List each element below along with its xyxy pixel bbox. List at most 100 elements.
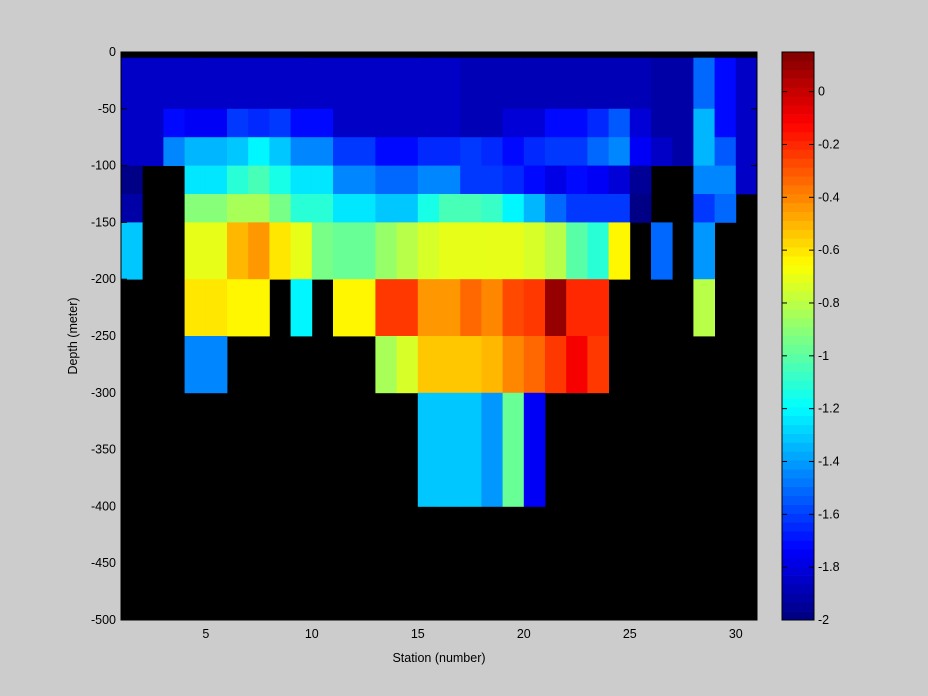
- colorbar-band: [782, 327, 814, 337]
- heatmap-cell: [566, 194, 588, 223]
- colorbar-tick-label: -0.8: [818, 296, 840, 310]
- heatmap-cell: [481, 108, 503, 138]
- heatmap-cell: [502, 194, 525, 223]
- heatmap-cell: [629, 165, 652, 195]
- heatmap-cell: [290, 222, 313, 280]
- heatmap-cell: [333, 222, 355, 280]
- heatmap-cell: [608, 137, 631, 166]
- x-axis-ticks: 5 10 15 20 25 30: [202, 52, 743, 641]
- heatmap-cell: [523, 392, 546, 507]
- heatmap-cell: [439, 165, 461, 195]
- colorbar-band: [782, 238, 814, 248]
- colorbar-band: [782, 158, 814, 168]
- heatmap-cell: [269, 194, 291, 223]
- heatmap-cell: [205, 165, 228, 195]
- heatmap-cell: [481, 222, 503, 280]
- colorbar-band: [782, 202, 814, 213]
- colorbar-tick-label: -1.4: [818, 454, 840, 468]
- heatmap-cell: [523, 165, 546, 195]
- heatmap-cell: [502, 279, 525, 337]
- heatmap-cell: [502, 222, 525, 280]
- heatmap-cell: [693, 279, 715, 337]
- heatmap-cell: [354, 279, 376, 337]
- heatmap-cell: [545, 194, 567, 223]
- heatmap-cell: [714, 165, 737, 195]
- heatmap-cell: [566, 108, 588, 138]
- colorbar-band: [782, 362, 814, 372]
- heatmap-cell: [481, 279, 503, 337]
- heatmap-cell: [735, 165, 758, 195]
- colorbar-band: [782, 584, 814, 594]
- colorbar-band: [782, 167, 814, 177]
- heatmap-cell: [735, 57, 758, 110]
- heatmap-cell: [417, 137, 440, 166]
- colorbar-band: [782, 531, 814, 541]
- heatmap-cell: [184, 222, 207, 280]
- colorbar-band: [782, 194, 814, 204]
- heatmap-cell: [460, 108, 482, 138]
- heatmap-cell: [375, 57, 397, 110]
- heatmap-cell: [375, 222, 397, 280]
- heatmap-cell: [587, 336, 609, 394]
- colorbar-band: [782, 105, 814, 115]
- heatmap-cell: [375, 137, 397, 166]
- colorbar-band: [782, 522, 814, 532]
- heatmap-cell: [290, 194, 313, 223]
- y-tick-label: -350: [91, 443, 116, 457]
- colorbar-band: [782, 309, 814, 319]
- heatmap-cell: [227, 279, 249, 337]
- heatmap-cell: [142, 137, 164, 166]
- heatmap-cell: [248, 279, 270, 337]
- heatmap-cell: [121, 57, 143, 110]
- heatmap-cell: [714, 57, 737, 110]
- heatmap-cell: [566, 137, 588, 166]
- colorbar-band: [782, 611, 814, 621]
- colorbar-band: [782, 60, 814, 71]
- heatmap-cell: [205, 336, 228, 394]
- y-axis-ticks: 0 -50 -100 -150 -200 -250 -300 -350 -400 -450 -500: [91, 45, 757, 627]
- heatmap-cell: [629, 57, 652, 110]
- colorbar-band: [782, 575, 814, 585]
- heatmap-cell: [205, 57, 228, 110]
- heatmap-cell: [502, 392, 525, 507]
- heatmap-cell: [248, 108, 270, 138]
- colorbar-band: [782, 176, 814, 186]
- x-tick-label: 15: [411, 627, 425, 641]
- heatmap-cell: [375, 279, 397, 337]
- heatmap-cell: [651, 108, 673, 138]
- colorbar-frame: [781, 51, 815, 621]
- heatmap-cell: [608, 194, 631, 223]
- heatmap-cell: [121, 222, 143, 280]
- heatmap-cell: [417, 194, 440, 223]
- heatmap-cell: [502, 137, 525, 166]
- heatmap-cell: [693, 108, 715, 138]
- heatmap-cell: [714, 108, 737, 138]
- colorbar-band: [782, 504, 814, 514]
- heatmap-cell: [205, 222, 228, 280]
- colorbar-band: [782, 149, 814, 159]
- heatmap-cell: [163, 57, 185, 110]
- heatmap-cell: [714, 194, 737, 223]
- x-tick-label: 10: [305, 627, 319, 641]
- heatmap-cell: [184, 57, 207, 110]
- heatmap-cell: [523, 336, 546, 394]
- colorbar-tick-label: -2: [818, 613, 829, 627]
- heatmap-cell: [523, 279, 546, 337]
- heatmap-cell: [460, 194, 482, 223]
- heatmap-cell: [481, 336, 503, 394]
- heatmap-cell: [396, 194, 419, 223]
- heatmap-cell: [545, 222, 567, 280]
- heatmap-cell: [121, 194, 143, 223]
- heatmap-cell: [354, 165, 376, 195]
- colorbar-band: [782, 229, 814, 239]
- heatmap-cell: [523, 194, 546, 223]
- heatmap-cell: [608, 108, 631, 138]
- heatmap-cell: [142, 57, 164, 110]
- colorbar-band: [782, 114, 814, 124]
- heatmap-cell: [629, 194, 652, 223]
- y-tick-label: -150: [91, 215, 116, 229]
- heatmap-cell: [566, 279, 588, 337]
- heatmap-cell: [269, 222, 291, 280]
- heatmap-cell: [460, 165, 482, 195]
